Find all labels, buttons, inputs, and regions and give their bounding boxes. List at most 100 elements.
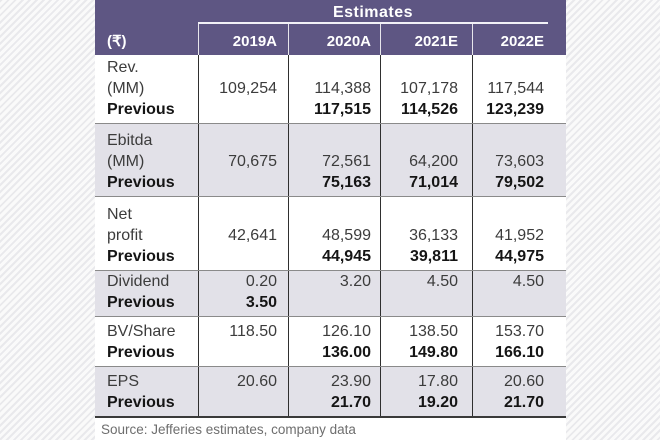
table-title: Estimates — [198, 0, 548, 24]
previous-value — [199, 246, 277, 267]
previous-value — [199, 172, 277, 193]
row-label-ebitda: Ebitda (MM) Previous — [95, 124, 198, 196]
current-value: 138.50 — [409, 323, 458, 340]
source-note: Source: Jefferies estimates, company dat… — [95, 416, 566, 440]
current-value: 48,599 — [322, 227, 371, 244]
value-cell: 138.50 149.80 — [380, 317, 472, 366]
current-value: 36,133 — [409, 227, 458, 244]
previous-value: 71,014 — [409, 174, 458, 191]
value-cell: 153.70 166.10 — [472, 317, 566, 366]
previous-value — [199, 99, 277, 120]
row-label-line1: EPS — [107, 373, 140, 390]
previous-value: 39,811 — [409, 248, 458, 265]
current-value: 118.50 — [229, 323, 277, 340]
value-cell: 114,388 117,515 — [288, 55, 380, 123]
current-value: 17.80 — [417, 373, 458, 390]
current-value: 42,641 — [228, 227, 277, 244]
row-label-line2: profit — [107, 227, 143, 244]
current-value: 4.50 — [426, 273, 458, 290]
value-cell: 42,641 — [198, 197, 288, 270]
previous-value — [199, 342, 277, 363]
current-value: 20.60 — [503, 373, 544, 390]
header-spacer — [95, 0, 198, 24]
value-cell: 72,561 75,163 — [288, 124, 380, 196]
previous-value: 79,502 — [495, 174, 544, 191]
value-cell: 20.60 — [198, 367, 288, 416]
table-header: Estimates (₹) 2019A 2020A 2021E 2022E — [95, 0, 566, 55]
current-value: 73,603 — [495, 153, 544, 170]
row-label-line1: Ebitda — [107, 132, 153, 149]
value-cell: 117,544 123,239 — [472, 55, 566, 123]
current-value: 3.20 — [339, 273, 371, 290]
current-value: 114,388 — [314, 80, 371, 97]
header-title-row: Estimates — [95, 0, 566, 24]
row-label-line1: BV/Share — [107, 323, 176, 340]
row-label-line2: (MM) — [107, 153, 145, 170]
table-row-revenue: Rev. (MM) Previous 109,254 114,388 117,5… — [95, 55, 566, 123]
table-row-net-profit: Net profit Previous 42,641 48,599 44,945… — [95, 196, 566, 270]
previous-value: 44,945 — [322, 248, 371, 265]
previous-value — [473, 292, 544, 313]
current-value: 4.50 — [512, 273, 544, 290]
row-label-net-profit: Net profit Previous — [95, 197, 198, 270]
current-value: 64,200 — [409, 153, 458, 170]
previous-label: Previous — [107, 344, 175, 361]
header-columns-row: (₹) 2019A 2020A 2021E 2022E — [95, 24, 566, 55]
column-header-2021e: 2021E — [380, 24, 472, 55]
column-header-2022e: 2022E — [472, 24, 566, 55]
current-value: 23.90 — [330, 373, 371, 390]
table-row-eps: EPS Previous 20.60 23.90 21.70 17.80 19.… — [95, 366, 566, 416]
previous-label: Previous — [107, 394, 175, 411]
previous-value: 44,975 — [495, 248, 544, 265]
current-value: 72,561 — [322, 153, 371, 170]
previous-value: 19.20 — [417, 394, 458, 411]
table-row-bv-share: BV/Share Previous 118.50 126.10 136.00 1… — [95, 316, 566, 366]
previous-value: 114,526 — [401, 101, 458, 118]
currency-unit-label: (₹) — [107, 33, 127, 50]
value-cell: 23.90 21.70 — [288, 367, 380, 416]
previous-value: 21.70 — [330, 394, 371, 411]
previous-value — [289, 292, 371, 313]
current-value: 41,952 — [495, 227, 544, 244]
previous-label: Previous — [107, 101, 175, 118]
previous-label: Previous — [107, 248, 175, 265]
estimates-table: Estimates (₹) 2019A 2020A 2021E 2022E Re… — [95, 0, 566, 440]
previous-value: 117,515 — [314, 101, 371, 118]
current-value: 117,544 — [487, 80, 544, 97]
row-label-line2: (MM) — [107, 80, 145, 97]
current-value: 0.20 — [245, 273, 277, 290]
row-label-bv-share: BV/Share Previous — [95, 317, 198, 366]
value-cell: 41,952 44,975 — [472, 197, 566, 270]
previous-value — [199, 392, 277, 413]
row-label-line1: Dividend — [107, 273, 170, 290]
current-value: 70,675 — [228, 153, 277, 170]
value-cell: 109,254 — [198, 55, 288, 123]
current-value: 20.60 — [236, 373, 277, 390]
value-cell: 4.50 — [472, 271, 566, 316]
value-cell: 36,133 39,811 — [380, 197, 472, 270]
previous-label: Previous — [107, 294, 175, 311]
previous-value: 123,239 — [486, 101, 544, 118]
previous-value: 149.80 — [409, 344, 458, 361]
previous-value: 136.00 — [322, 344, 371, 361]
table-row-dividend: Dividend Previous 0.20 3.50 3.20 4.50 4.… — [95, 270, 566, 316]
value-cell: 0.20 3.50 — [198, 271, 288, 316]
row-label-line1: Net — [107, 206, 132, 223]
value-cell: 126.10 136.00 — [288, 317, 380, 366]
current-value: 109,254 — [219, 80, 277, 97]
previous-label: Previous — [107, 174, 175, 191]
value-cell: 118.50 — [198, 317, 288, 366]
previous-value: 21.70 — [503, 394, 544, 411]
value-cell: 48,599 44,945 — [288, 197, 380, 270]
value-cell: 73,603 79,502 — [472, 124, 566, 196]
column-header-2019a: 2019A — [198, 24, 288, 55]
value-cell: 107,178 114,526 — [380, 55, 472, 123]
value-cell: 64,200 71,014 — [380, 124, 472, 196]
previous-value: 3.50 — [245, 294, 277, 311]
value-cell: 4.50 — [380, 271, 472, 316]
row-label-revenue: Rev. (MM) Previous — [95, 55, 198, 123]
value-cell: 20.60 21.70 — [472, 367, 566, 416]
current-value: 153.70 — [495, 323, 544, 340]
column-header-2020a: 2020A — [288, 24, 380, 55]
previous-value: 166.10 — [495, 344, 544, 361]
